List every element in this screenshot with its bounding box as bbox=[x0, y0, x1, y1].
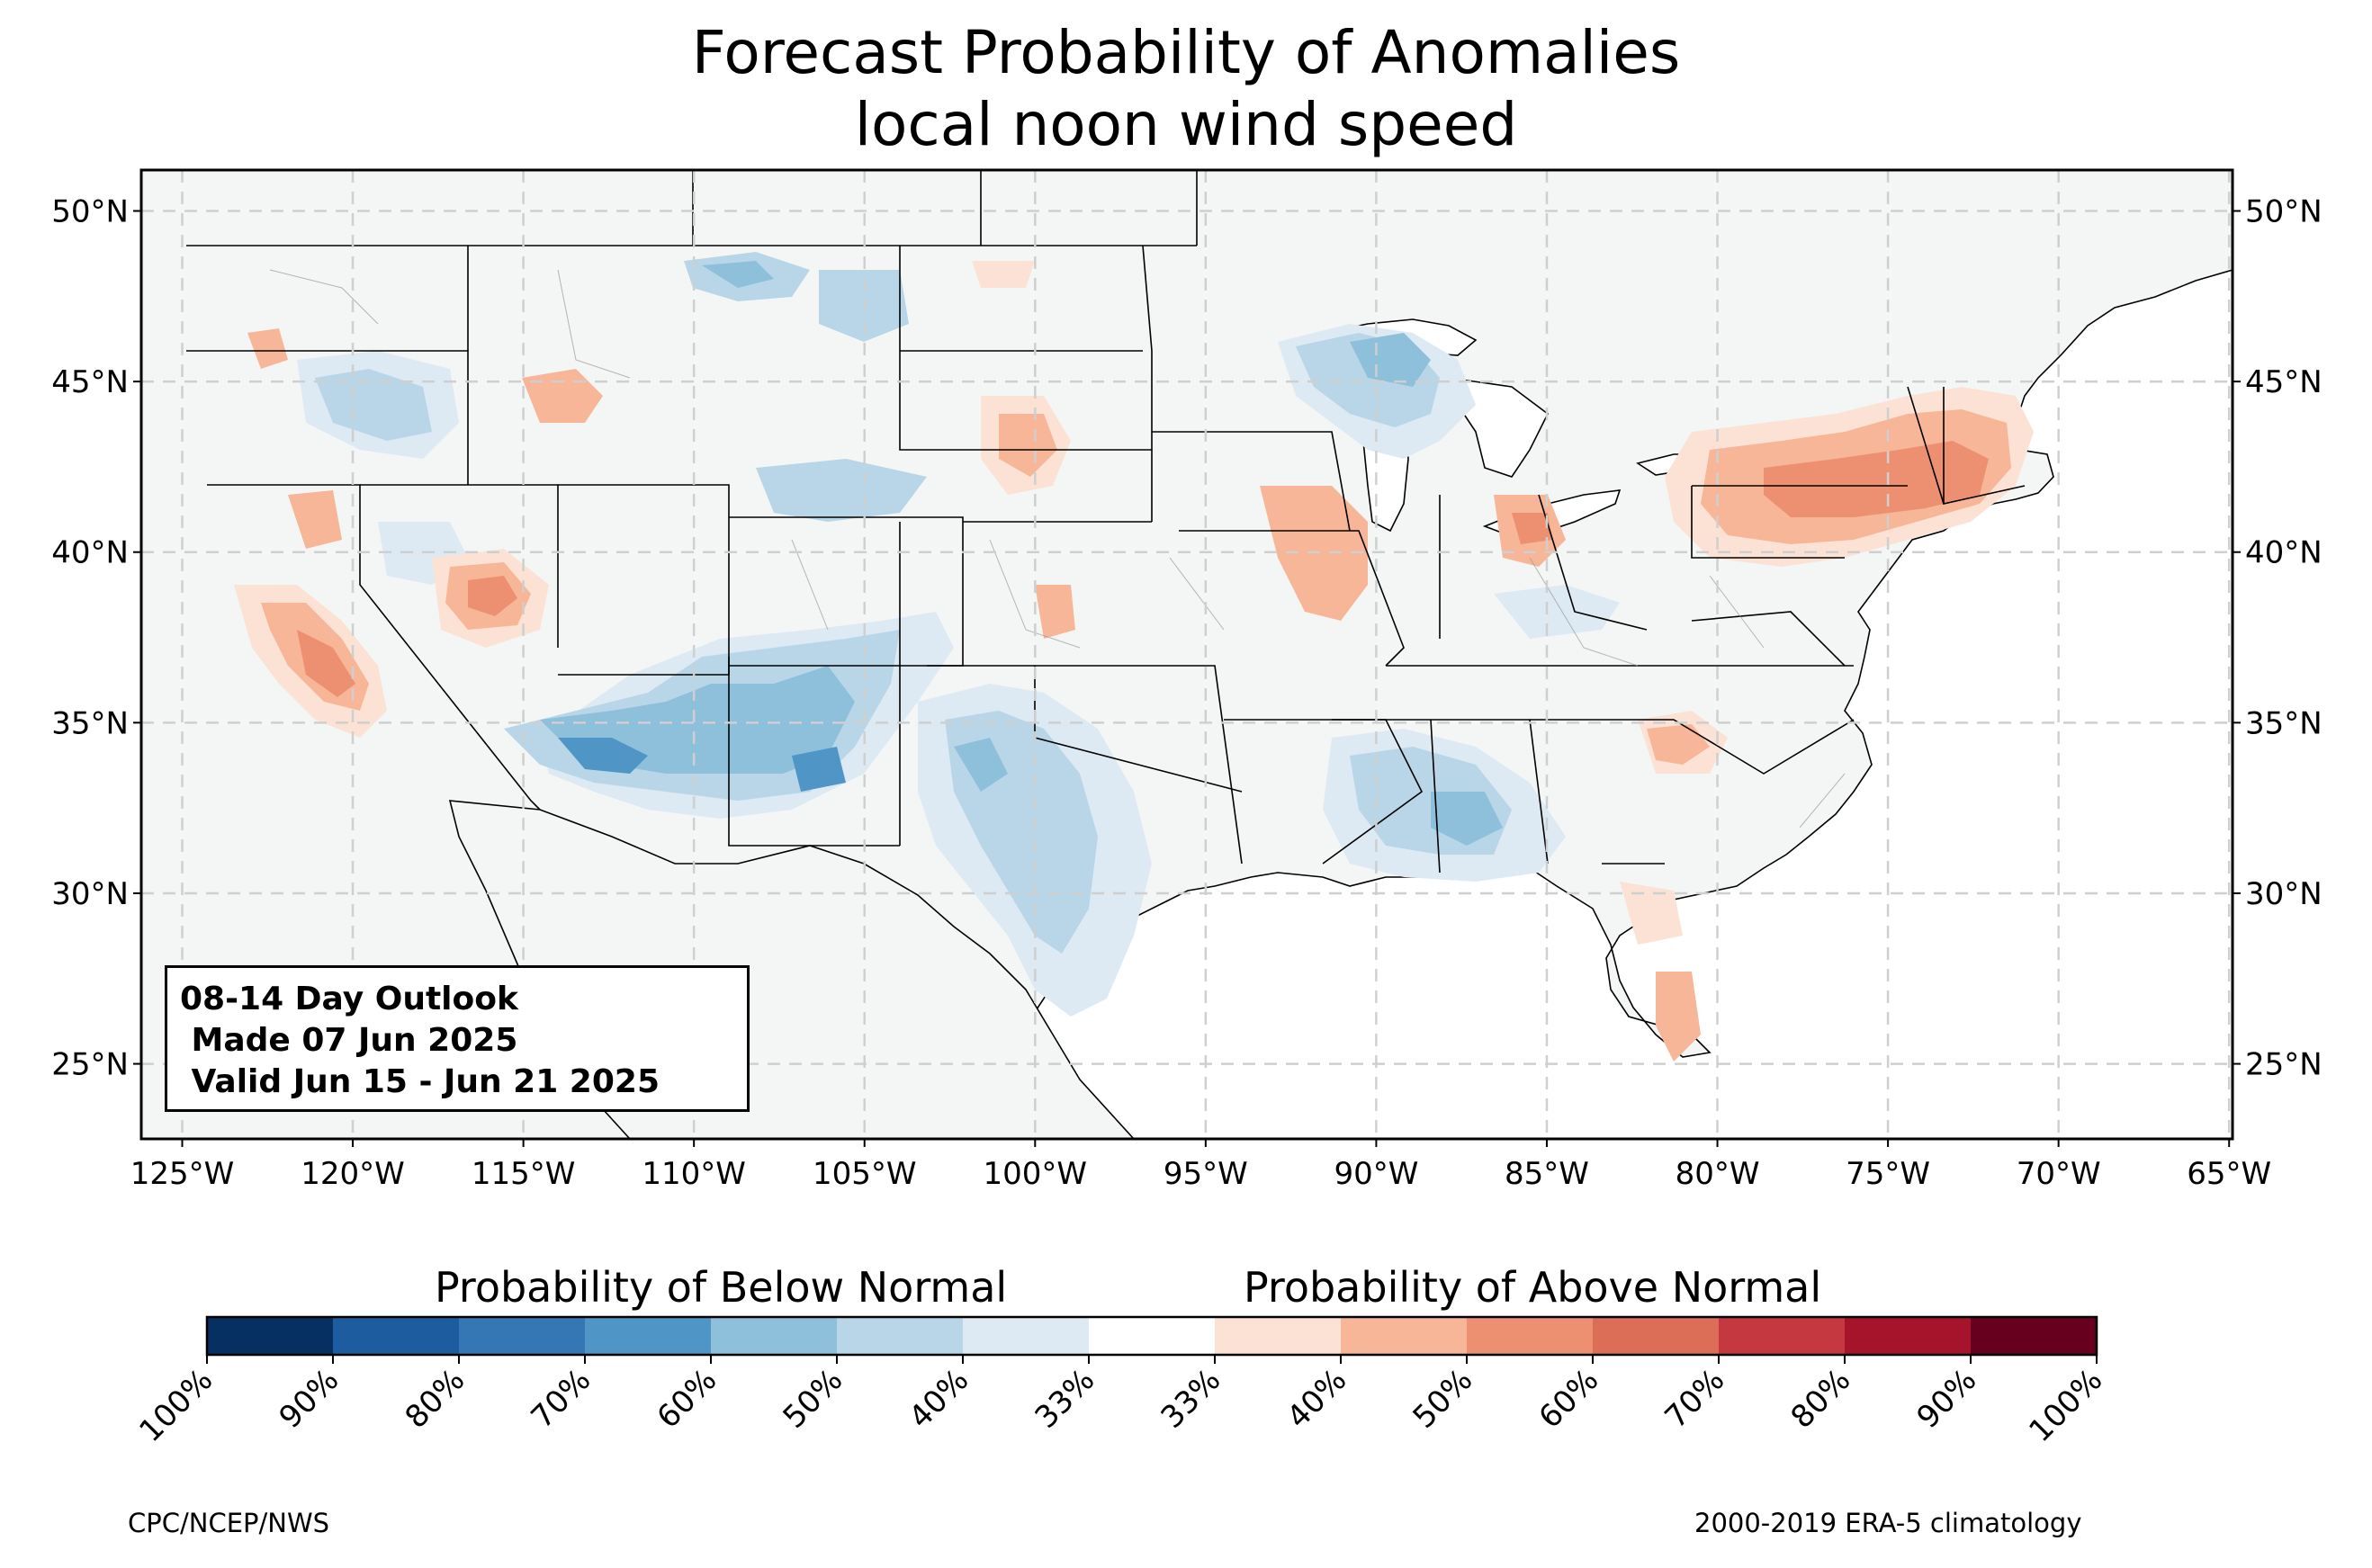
footer-source: CPC/NCEP/NWS bbox=[128, 1508, 330, 1538]
outlook-valid-dates: Valid Jun 15 - Jun 21 2025 bbox=[180, 1063, 660, 1100]
lat-label-right: 25°N bbox=[2245, 1047, 2323, 1083]
lat-label-right: 30°N bbox=[2245, 876, 2323, 912]
colorbar-tick-label: 70% bbox=[1658, 1362, 1732, 1436]
borders bbox=[186, 170, 2026, 874]
colorbar-above-label: Probability of Above Normal bbox=[1244, 1263, 1822, 1312]
colorbar-tick-label: 60% bbox=[1532, 1362, 1606, 1436]
colorbar-segment bbox=[1845, 1317, 1972, 1355]
colorbar-frame bbox=[205, 1315, 2098, 1357]
lat-label-left: 45°N bbox=[51, 364, 129, 400]
colorbar-segment bbox=[1467, 1317, 1594, 1355]
lon-label: 110°W bbox=[642, 1156, 746, 1192]
colorbar-segment bbox=[333, 1317, 460, 1355]
lon-label: 115°W bbox=[472, 1156, 576, 1192]
lon-label: 85°W bbox=[1505, 1156, 1589, 1192]
colorbar-tick-label: 33% bbox=[1029, 1362, 1102, 1436]
colorbar-segment bbox=[711, 1317, 838, 1355]
colorbar-tick-label: 50% bbox=[777, 1362, 850, 1436]
map-frame bbox=[139, 168, 2234, 1141]
lon-label: 105°W bbox=[813, 1156, 917, 1192]
lat-label-left: 25°N bbox=[51, 1047, 129, 1083]
colorbar-tick-label: 33% bbox=[1155, 1362, 1228, 1436]
colorbar-tick-label: 100% bbox=[2022, 1362, 2109, 1449]
colorbar-tick-label: 50% bbox=[1406, 1362, 1480, 1436]
colorbar-tick-label: 80% bbox=[399, 1362, 472, 1436]
colorbar-tick-label: 70% bbox=[525, 1362, 598, 1436]
lat-label-right: 40°N bbox=[2245, 535, 2323, 571]
colorbar-segment bbox=[585, 1317, 712, 1355]
outlook-title: 08-14 Day Outlook bbox=[180, 981, 518, 1017]
colorbar-segment bbox=[837, 1317, 964, 1355]
lat-label-right: 35°N bbox=[2245, 705, 2323, 741]
colorbar: 100% 90% 80% 70% 60% 50% 40% 33% 33% 40% 50% 60% 70%… bbox=[132, 1315, 2109, 1449]
colorbar-tick-label: 90% bbox=[1910, 1362, 1984, 1436]
colorbar-segment bbox=[207, 1317, 334, 1355]
colorbar-segment bbox=[1089, 1317, 1216, 1355]
lon-label: 65°W bbox=[2187, 1156, 2271, 1192]
anomaly-shading bbox=[234, 252, 2034, 1062]
lat-label-left: 30°N bbox=[51, 876, 129, 912]
colorbar-segment bbox=[1593, 1317, 1720, 1355]
lat-label-left: 40°N bbox=[51, 535, 129, 571]
lat-label-right: 45°N bbox=[2245, 364, 2323, 400]
chart-title-line1: Forecast Probability of Anomalies bbox=[691, 18, 1681, 87]
colorbar-tick-label: 40% bbox=[1280, 1362, 1354, 1436]
lon-label: 80°W bbox=[1676, 1156, 1760, 1192]
footer-climatology: 2000-2019 ERA-5 climatology bbox=[1694, 1508, 2082, 1538]
colorbar-tick-label: 80% bbox=[1784, 1362, 1858, 1436]
outlook-made-date: Made 07 Jun 2025 bbox=[180, 1022, 518, 1059]
lat-label-left: 35°N bbox=[51, 705, 129, 741]
lon-label: 100°W bbox=[984, 1156, 1088, 1192]
outlook-info-box: 08-14 Day Outlook Made 07 Jun 2025 Valid… bbox=[165, 965, 750, 1112]
colorbar-segment bbox=[1719, 1317, 1846, 1355]
colorbar-segment bbox=[1971, 1317, 2098, 1355]
colorbar-tick-label: 40% bbox=[903, 1362, 976, 1436]
lon-label: 70°W bbox=[2017, 1156, 2101, 1192]
chart-title-line2: local noon wind speed bbox=[854, 90, 1518, 159]
lon-label: 95°W bbox=[1164, 1156, 1248, 1192]
colorbar-segment bbox=[963, 1317, 1090, 1355]
colorbar-segment bbox=[1215, 1317, 1342, 1355]
lon-label: 90°W bbox=[1334, 1156, 1418, 1192]
lon-label: 75°W bbox=[1846, 1156, 1930, 1192]
colorbar-tick-label: 60% bbox=[651, 1362, 724, 1436]
lon-label: 120°W bbox=[301, 1156, 405, 1192]
colorbar-segment bbox=[459, 1317, 586, 1355]
colorbar-below-label: Probability of Below Normal bbox=[435, 1263, 1008, 1312]
lon-label: 125°W bbox=[130, 1156, 235, 1192]
lat-label-right: 50°N bbox=[2245, 194, 2323, 230]
colorbar-segment bbox=[1341, 1317, 1468, 1355]
colorbar-tick-label: 100% bbox=[132, 1362, 220, 1449]
lat-label-left: 50°N bbox=[51, 194, 129, 230]
colorbar-tick-label: 90% bbox=[273, 1362, 346, 1436]
